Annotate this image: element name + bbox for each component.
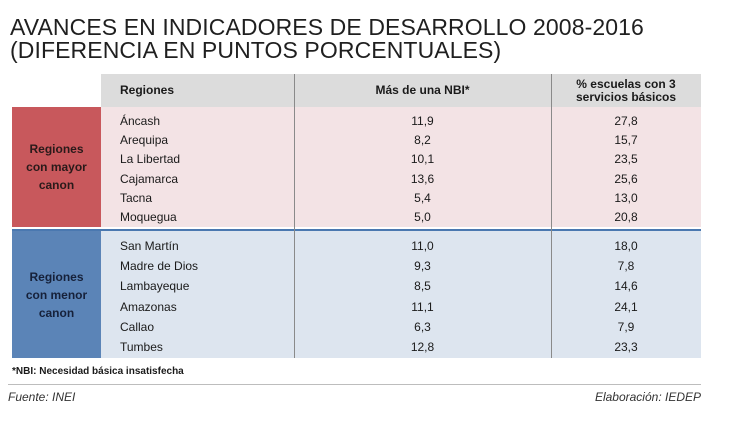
rows-mayor: Áncash 11,9 27,8 Arequipa 8,2 15,7 La Libertad…: [101, 112, 701, 227]
nbi-cell: 11,0: [411, 239, 434, 253]
region-cell: Áncash: [120, 114, 161, 128]
header-escuelas-line-1: % escuelas con 3: [576, 76, 676, 91]
escuelas-cell: 20,8: [614, 209, 638, 224]
source-text: Fuente: INEI: [8, 390, 76, 404]
group-mayor-canon: Regiones con mayor canon Áncash 11,9 27,8 Are…: [12, 107, 701, 227]
region-cell: Lambayeque: [120, 279, 190, 294]
elaboration-text: Elaboración: IEDEP: [594, 390, 701, 404]
table-row: Lambayeque 8,5 14,6: [101, 276, 701, 296]
group-label-mayor-line-1: Regiones: [29, 142, 84, 156]
group-menor-canon: Regiones con menor canon San Martín 11,0 18,…: [12, 231, 701, 358]
table-row: Cajamarca 13,6 25,6: [101, 170, 701, 189]
group-label-mayor-line-3: canon: [38, 178, 75, 192]
indicators-table: Regiones Más de una NBI* % escuelas con …: [12, 74, 701, 358]
escuelas-cell: 18,0: [614, 239, 638, 253]
nbi-cell: 5,4: [414, 190, 431, 205]
table-row: Áncash 11,9 27,8: [101, 112, 701, 131]
nbi-cell: 10,1: [410, 152, 435, 167]
table-header: Regiones Más de una NBI* % escuelas con …: [101, 74, 701, 107]
footer-rule: [8, 384, 701, 385]
table-row: Callao 6,3 7,9: [101, 317, 701, 337]
region-cell: Amazonas: [120, 299, 177, 314]
nbi-cell: 5,0: [414, 209, 431, 224]
group-label-mayor-line-2: con mayor: [26, 160, 87, 174]
footnote: *NBI: Necesidad básica insatisfecha: [12, 366, 184, 377]
escuelas-cell: 23,3: [614, 339, 638, 354]
header-escuelas-line-2: servicios básicos: [575, 89, 677, 104]
region-cell: Arequipa: [120, 133, 169, 148]
escuelas-cell: 15,7: [614, 133, 638, 148]
nbi-cell: 8,2: [414, 133, 431, 148]
escuelas-cell: 27,8: [614, 114, 638, 128]
title-line-2: (DIFERENCIA EN PUNTOS PORCENTUALES): [10, 37, 502, 63]
group-label-mayor: Regiones con mayor canon: [12, 107, 101, 227]
header-nbi: Más de una NBI*: [375, 83, 470, 97]
region-cell: Cajamarca: [120, 171, 179, 186]
escuelas-cell: 14,6: [614, 279, 638, 294]
chart-title: AVANCES EN INDICADORES DE DESARROLLO 200…: [10, 16, 644, 62]
escuelas-cell: 7,8: [617, 259, 635, 274]
region-cell: La Libertad: [120, 152, 181, 167]
table-row: Tumbes 12,8 23,3: [101, 337, 701, 357]
region-cell: Callao: [120, 319, 155, 334]
escuelas-cell: 13,0: [614, 190, 638, 205]
title-line-1: AVANCES EN INDICADORES DE DESARROLLO 200…: [10, 14, 644, 40]
nbi-cell: 6,3: [414, 319, 431, 334]
escuelas-cell: 24,1: [614, 299, 638, 314]
escuelas-cell: 25,6: [614, 171, 638, 186]
table-row: Madre de Dios 9,3 7,8: [101, 256, 701, 276]
nbi-cell: 12,8: [410, 339, 435, 354]
column-divider-2: [551, 74, 552, 358]
table-row: Moquegua 5,0 20,8: [101, 208, 701, 227]
rows-menor: San Martín 11,0 18,0 Madre de Dios 9,3 7,8 Lam…: [101, 236, 701, 357]
nbi-cell: 8,5: [414, 279, 431, 294]
group-label-menor-line-1: Regiones: [29, 269, 84, 284]
group-label-menor-line-3: canon: [38, 305, 75, 320]
header-regiones: Regiones: [120, 83, 175, 97]
table-row: Arequipa 8,2 15,7: [101, 131, 701, 150]
region-cell: Madre de Dios: [120, 259, 199, 274]
table-row: La Libertad 10,1 23,5: [101, 150, 701, 169]
region-cell: San Martín: [120, 239, 179, 253]
nbi-cell: 11,1: [411, 299, 434, 314]
group-body-menor: San Martín 11,0 18,0 Madre de Dios 9,3 7,8 Lam…: [101, 231, 701, 358]
group-label-menor: Regiones con menor canon: [12, 231, 101, 358]
group-label-menor-line-2: con menor: [25, 287, 88, 302]
nbi-cell: 9,3: [414, 259, 431, 274]
group-body-mayor: Áncash 11,9 27,8 Arequipa 8,2 15,7 La Libertad…: [101, 107, 701, 227]
region-cell: Tumbes: [120, 339, 163, 354]
escuelas-cell: 23,5: [614, 152, 638, 167]
region-cell: Moquegua: [120, 209, 177, 224]
region-cell: Tacna: [120, 190, 153, 205]
header-escuelas: % escuelas con 3 servicios básicos: [551, 74, 701, 107]
table-row: San Martín 11,0 18,0: [101, 236, 701, 256]
table-row: Tacna 5,4 13,0: [101, 189, 701, 208]
group-divider: [12, 229, 701, 231]
table-row: Amazonas 11,1 24,1: [101, 297, 701, 317]
nbi-cell: 13,6: [410, 171, 435, 186]
column-divider-1: [294, 74, 295, 358]
escuelas-cell: 7,9: [617, 319, 635, 334]
nbi-cell: 11,9: [411, 114, 434, 128]
